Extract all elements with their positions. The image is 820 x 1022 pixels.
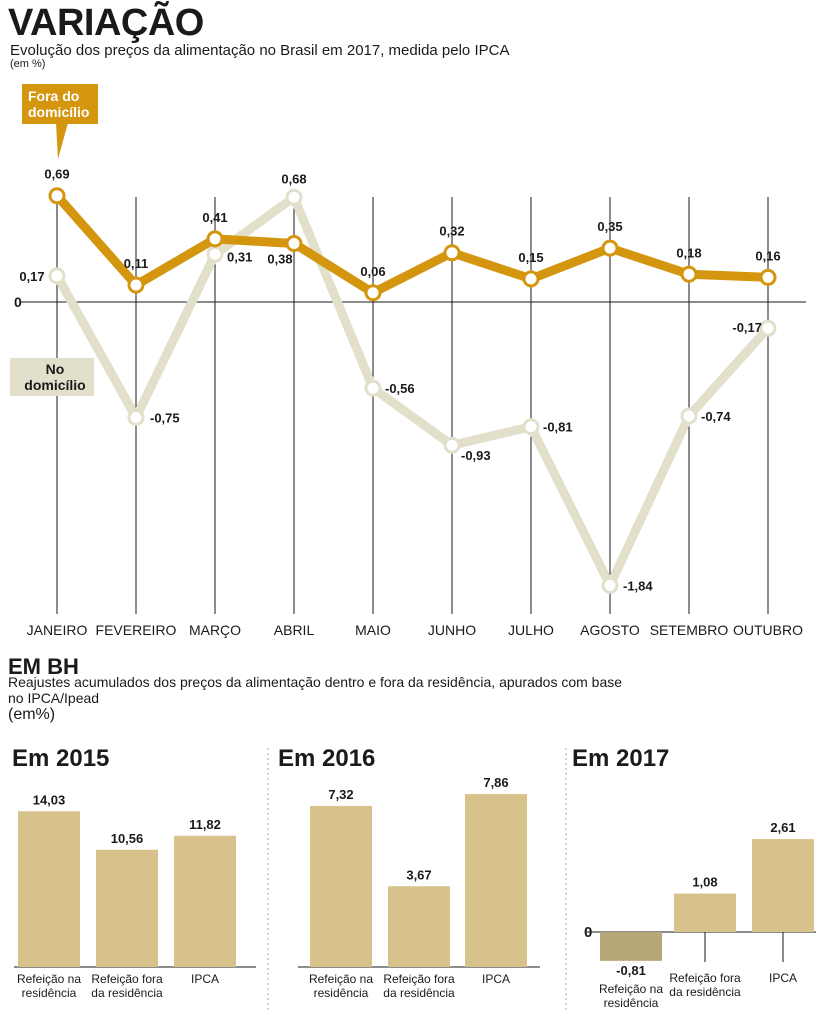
data-label-no: -0,81 [543,420,573,435]
legend-no-domicilio: No domicílio [10,358,94,396]
bar [96,849,158,967]
x-tick-label: FEVEREIRO [96,622,177,638]
data-point-no [601,576,619,594]
x-tick-label: IPCA [482,972,510,986]
data-point-fora [48,187,66,205]
bar [18,811,80,967]
data-point-fora [364,284,382,302]
data-label-no: -0,17 [732,320,762,335]
legend-pointer-icon [56,123,68,159]
bar [310,805,372,967]
x-tick-label: Refeição na residência [309,972,373,1000]
data-label-no: 0,17 [19,269,44,284]
data-label-no: -0,93 [461,448,491,463]
data-point-fora [759,268,777,286]
panel-title-2017: Em 2017 [572,745,670,772]
data-point-fora [206,230,224,248]
bar-value-label: 10,56 [111,831,144,846]
bar-value-label: 3,67 [406,867,431,882]
data-label-fora: 0,16 [755,248,780,263]
panel-title-2015: Em 2015 [12,745,110,772]
bar [674,893,736,932]
bar-value-label: 11,82 [189,817,221,832]
data-point-fora [285,234,303,252]
data-label-fora: 0,69 [44,167,69,182]
data-label-no: -1,84 [623,578,653,593]
x-tick-label: IPCA [769,971,797,985]
data-point-no [443,436,461,454]
bar-value-label: 2,61 [770,820,795,835]
legend-fora-label: Fora do domicílio [28,88,90,120]
data-point-fora [522,270,540,288]
data-point-no [48,267,66,285]
x-tick-label: Refeição na residência [599,982,663,1010]
data-point-no [364,379,382,397]
series-line-fora [52,191,773,298]
x-tick-label: JULHO [508,622,554,638]
data-label-fora: 0,38 [267,251,292,266]
data-label-fora: 0,41 [202,210,227,225]
bar [465,794,527,967]
data-label-fora: 0,18 [676,245,701,260]
x-tick-label: MAIO [355,622,391,638]
data-label-no: -0,75 [150,411,180,426]
x-tick-label: JUNHO [428,622,476,638]
bar-value-label: -0,81 [616,963,646,978]
zero-tick-label: 0 [14,294,22,310]
x-tick-label: Refeição na residência [17,972,81,1000]
x-tick-label: IPCA [191,972,219,986]
section2-unit: (em%) [8,706,56,723]
data-label-fora: 0,32 [439,224,464,239]
chart-unit: (em %) [10,58,46,70]
line-chart: 0 JANEIRO FEVEREIRO MARÇO ABRIL MAIO JUNHO JULH… [14,167,806,638]
x-tick-label: JANEIRO [27,622,88,638]
data-label-no: -0,56 [385,381,415,396]
bar-value-label: 7,32 [328,787,353,802]
data-point-no [680,407,698,425]
x-tick-label: Refeição fora da residência [91,972,163,1000]
x-tick-label: Refeição fora da residência [383,972,455,1000]
bar-value-label: 14,03 [33,792,66,807]
x-tick-label: SETEMBRO [650,622,729,638]
data-point-fora [127,276,145,294]
legend-no-label: No domicílio [24,361,86,393]
bar [600,932,662,961]
data-point-no [522,418,540,436]
bar-value-label: 1,08 [692,875,717,890]
data-point-fora [601,239,619,257]
data-point-no [206,245,224,263]
bar [752,839,814,932]
x-tick-label: AGOSTO [580,622,640,638]
data-point-fora [443,244,461,262]
x-tick-label: MARÇO [189,622,241,638]
data-label-no: -0,74 [701,409,731,424]
data-label-fora: 0,11 [124,256,149,271]
bar-value-label: 7,86 [483,775,508,790]
x-tick-label: Refeição fora da residência [669,971,741,999]
chart-subtitle: Evolução dos preços da alimentação no Br… [10,42,510,59]
data-point-fora [680,265,698,283]
chart-title: VARIAÇÃO [8,2,204,44]
x-tick-label: ABRIL [274,622,315,638]
data-point-no [127,409,145,426]
section2-title: EM BH [8,654,79,679]
panel-title-2016: Em 2016 [278,745,376,772]
data-label-fora: 0,15 [518,250,543,265]
legend-fora-do-domicilio: Fora do domicílio [22,84,98,124]
bar [388,886,450,967]
data-label-fora: 0,35 [597,219,622,234]
data-point-no [759,319,777,337]
x-tick-label: OUTUBRO [733,622,803,638]
data-point-no [285,188,303,206]
series-line-no [52,192,773,590]
data-label-fora: 0,06 [360,264,385,279]
bar [174,835,236,967]
section2-subtitle: Reajustes acumulados dos preços da alime… [8,674,623,706]
data-label-no: 0,68 [281,171,306,186]
zero-tick-label: 0 [584,924,592,941]
data-label-no: 0,31 [227,249,252,264]
